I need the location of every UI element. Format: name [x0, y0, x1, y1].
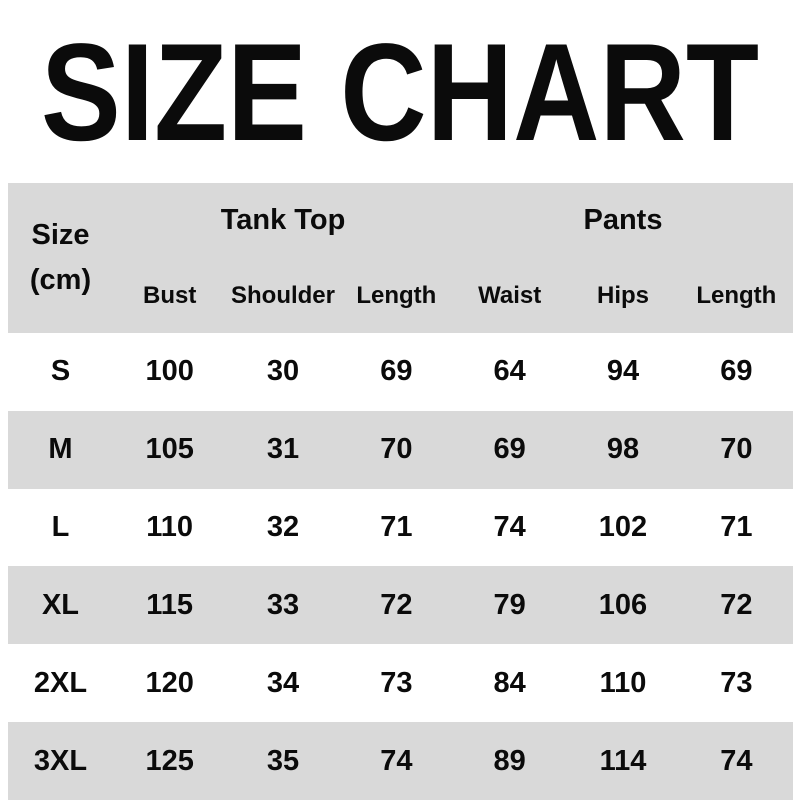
value-cell: 35 [266, 744, 300, 777]
table-row-2xl: 2XL 120 34 73 84 110 73 [8, 644, 793, 723]
table-row-m: M 105 31 70 69 98 70 [8, 410, 793, 489]
size-label: XL [41, 588, 80, 621]
value-cell: 64 [493, 355, 526, 388]
value-cell: 125 [145, 744, 194, 777]
value-cell: 32 [266, 511, 300, 544]
table-row-l: L 110 32 71 74 102 71 [8, 488, 793, 567]
column-header-bust: Bust [142, 281, 197, 309]
value-cell: 110 [146, 511, 194, 544]
value-cell: 120 [145, 666, 194, 699]
size-label: 3XL [33, 744, 88, 777]
column-header-hips: Hips [596, 281, 649, 309]
size-unit-label-line1: Size [31, 219, 90, 252]
value-cell: 72 [380, 588, 413, 621]
value-cell: 106 [598, 588, 648, 621]
size-label: 2XL [33, 666, 88, 699]
column-header-shoulder: Shoulder [230, 281, 335, 309]
value-cell: 84 [493, 666, 526, 699]
size-table: Size (cm) Tank Top Pants Bust Shoulder L… [8, 183, 793, 800]
value-cell: 69 [380, 355, 413, 388]
table-row-xl: XL 115 33 72 79 106 72 [8, 566, 793, 645]
value-cell: 71 [380, 511, 413, 544]
value-cell: 70 [720, 433, 753, 466]
table-row-3xl: 3XL 125 35 74 89 114 74 [8, 722, 793, 800]
page-title-container: SIZE CHART [0, 0, 800, 183]
value-cell: 102 [598, 511, 648, 544]
value-cell: 115 [146, 588, 194, 621]
table-row-s: S 100 30 69 64 94 69 [8, 333, 793, 411]
value-cell: 70 [380, 433, 413, 466]
value-cell: 30 [266, 355, 300, 388]
value-cell: 74 [493, 511, 526, 544]
value-cell: 69 [493, 433, 526, 466]
value-cell: 73 [720, 666, 753, 699]
value-cell: 79 [493, 588, 526, 621]
value-cell: 33 [266, 588, 300, 621]
group-header-tank-top: Tank Top [220, 204, 346, 236]
column-header-waist: Waist [478, 281, 542, 309]
column-header-pants-length: Length [696, 281, 777, 309]
value-cell: 74 [380, 744, 413, 777]
value-cell: 110 [599, 666, 647, 699]
value-cell: 73 [380, 666, 413, 699]
value-cell: 69 [720, 355, 753, 388]
size-label: S [50, 355, 71, 388]
group-header-pants: Pants [583, 204, 663, 236]
size-label: M [48, 433, 73, 466]
size-label: L [51, 511, 70, 544]
value-cell: 31 [266, 433, 300, 466]
value-cell: 72 [720, 588, 753, 621]
value-cell: 100 [145, 355, 194, 388]
size-unit-label-line2: (cm) [29, 264, 92, 296]
value-cell: 89 [493, 744, 526, 777]
value-cell: 74 [720, 744, 753, 777]
value-cell: 34 [266, 666, 300, 699]
value-cell: 71 [720, 511, 753, 544]
column-header-tank-length: Length [356, 281, 437, 309]
value-cell: 105 [145, 433, 194, 466]
value-cell: 114 [599, 744, 647, 777]
size-unit-label: Size (cm) [8, 213, 113, 303]
value-cell: 98 [606, 433, 640, 466]
page-title: SIZE CHART [40, 13, 760, 170]
value-cell: 94 [606, 355, 640, 388]
size-table-header: Size (cm) Tank Top Pants Bust Shoulder L… [8, 183, 793, 333]
